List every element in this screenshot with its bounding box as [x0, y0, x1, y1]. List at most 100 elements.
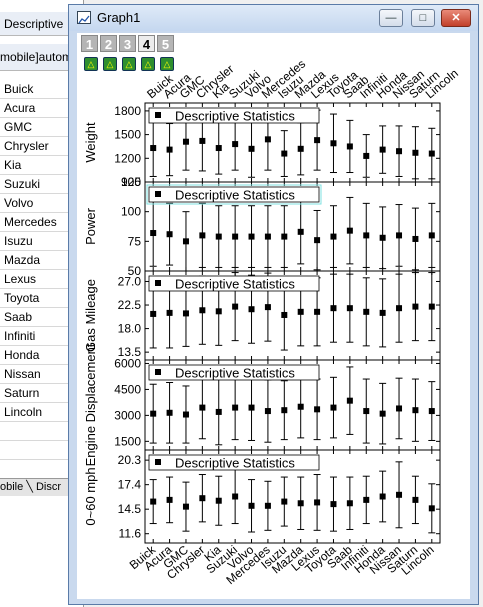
data-point[interactable] [330, 501, 337, 508]
data-point[interactable] [330, 140, 337, 147]
data-point[interactable] [264, 136, 271, 143]
legend-box[interactable] [148, 275, 320, 292]
worksheet-row[interactable]: Mazda [0, 251, 83, 270]
data-point[interactable] [314, 406, 321, 413]
data-point[interactable] [396, 148, 403, 155]
data-point[interactable] [297, 145, 304, 152]
data-point[interactable] [314, 499, 321, 506]
data-point[interactable] [281, 150, 288, 157]
data-point[interactable] [346, 500, 353, 507]
data-point[interactable] [199, 232, 206, 239]
data-point[interactable] [166, 309, 173, 316]
window-titlebar[interactable]: Graph1 — □ ✕ [69, 5, 478, 31]
data-point[interactable] [363, 232, 370, 239]
lock-icon[interactable]: △ [103, 57, 117, 71]
data-point[interactable] [379, 410, 386, 417]
data-point[interactable] [412, 235, 419, 242]
data-point[interactable] [412, 496, 419, 503]
worksheet-row[interactable]: Chrysler [0, 137, 83, 156]
data-point[interactable] [412, 407, 419, 414]
data-point[interactable] [396, 305, 403, 312]
data-point[interactable] [314, 237, 321, 244]
data-point[interactable] [379, 234, 386, 241]
data-point[interactable] [346, 143, 353, 150]
data-point[interactable] [281, 311, 288, 318]
data-point[interactable] [297, 228, 304, 235]
graph-page[interactable]: 1 2 3 4 5 △ △ △ △ △ Buick Acura GMC Chrysle… [77, 33, 470, 599]
data-point[interactable] [363, 496, 370, 503]
worksheet-row[interactable]: Acura [0, 99, 83, 118]
data-point[interactable] [199, 307, 206, 314]
plot-frame[interactable] [144, 449, 441, 544]
data-point[interactable] [346, 305, 353, 312]
worksheet-row[interactable]: Infiniti [0, 327, 83, 346]
data-point[interactable] [428, 232, 435, 239]
worksheet-row[interactable]: Saturn [0, 384, 83, 403]
worksheet-row-empty[interactable] [0, 422, 83, 441]
data-point[interactable] [150, 145, 157, 152]
legend-box[interactable] [148, 107, 320, 124]
data-point[interactable] [281, 233, 288, 240]
data-point[interactable] [363, 408, 370, 415]
data-point[interactable] [215, 145, 222, 152]
data-point[interactable] [363, 152, 370, 159]
data-point[interactable] [215, 408, 222, 415]
data-point[interactable] [150, 230, 157, 237]
data-point[interactable] [428, 150, 435, 157]
layer-tab-2[interactable]: 2 [100, 35, 117, 52]
data-point[interactable] [314, 137, 321, 144]
data-point[interactable] [215, 497, 222, 504]
data-point[interactable] [297, 403, 304, 410]
data-point[interactable] [232, 493, 239, 500]
data-point[interactable] [248, 502, 255, 509]
data-point[interactable] [232, 233, 239, 240]
data-point[interactable] [412, 149, 419, 156]
data-point[interactable] [248, 306, 255, 313]
layer-tab-5[interactable]: 5 [157, 35, 174, 52]
data-point[interactable] [330, 305, 337, 312]
data-point[interactable] [232, 303, 239, 310]
data-point[interactable] [396, 232, 403, 239]
data-point[interactable] [215, 233, 222, 240]
worksheet-row[interactable]: Saab [0, 308, 83, 327]
lock-icon[interactable]: △ [141, 57, 155, 71]
data-point[interactable] [166, 231, 173, 238]
lock-icon[interactable]: △ [122, 57, 136, 71]
worksheet-row-empty[interactable] [0, 441, 83, 460]
worksheet-tabs[interactable]: obile ╲ Discr [0, 478, 83, 496]
data-point[interactable] [182, 503, 189, 510]
data-point[interactable] [314, 308, 321, 315]
data-point[interactable] [199, 495, 206, 502]
data-point[interactable] [264, 408, 271, 415]
data-point[interactable] [232, 404, 239, 411]
graph-window[interactable]: Graph1 — □ ✕ 1 2 3 4 5 △ △ △ △ △ Buick Ac… [68, 4, 479, 605]
close-button[interactable]: ✕ [441, 9, 471, 27]
data-point[interactable] [428, 408, 435, 415]
legend-box[interactable] [148, 364, 320, 381]
data-point[interactable] [379, 146, 386, 153]
lock-icon[interactable]: △ [84, 57, 98, 71]
data-point[interactable] [264, 304, 271, 311]
worksheet-row[interactable]: Honda [0, 346, 83, 365]
data-point[interactable] [150, 310, 157, 317]
data-point[interactable] [379, 493, 386, 500]
maximize-button[interactable]: □ [411, 9, 435, 27]
data-point[interactable] [264, 233, 271, 240]
data-point[interactable] [428, 303, 435, 310]
data-point[interactable] [330, 404, 337, 411]
data-point[interactable] [379, 309, 386, 316]
data-point[interactable] [396, 491, 403, 498]
layer-tab-3[interactable]: 3 [119, 35, 136, 52]
data-point[interactable] [281, 407, 288, 414]
worksheet-row[interactable]: Lincoln [0, 403, 83, 422]
data-point[interactable] [363, 308, 370, 315]
data-point[interactable] [297, 500, 304, 507]
worksheet-row[interactable]: Toyota [0, 289, 83, 308]
layer-tab-1[interactable]: 1 [81, 35, 98, 52]
worksheet-row[interactable]: Kia [0, 156, 83, 175]
data-point[interactable] [346, 227, 353, 234]
data-point[interactable] [182, 411, 189, 418]
data-point[interactable] [166, 496, 173, 503]
worksheet-row[interactable]: Buick [0, 80, 83, 99]
data-point[interactable] [182, 238, 189, 245]
